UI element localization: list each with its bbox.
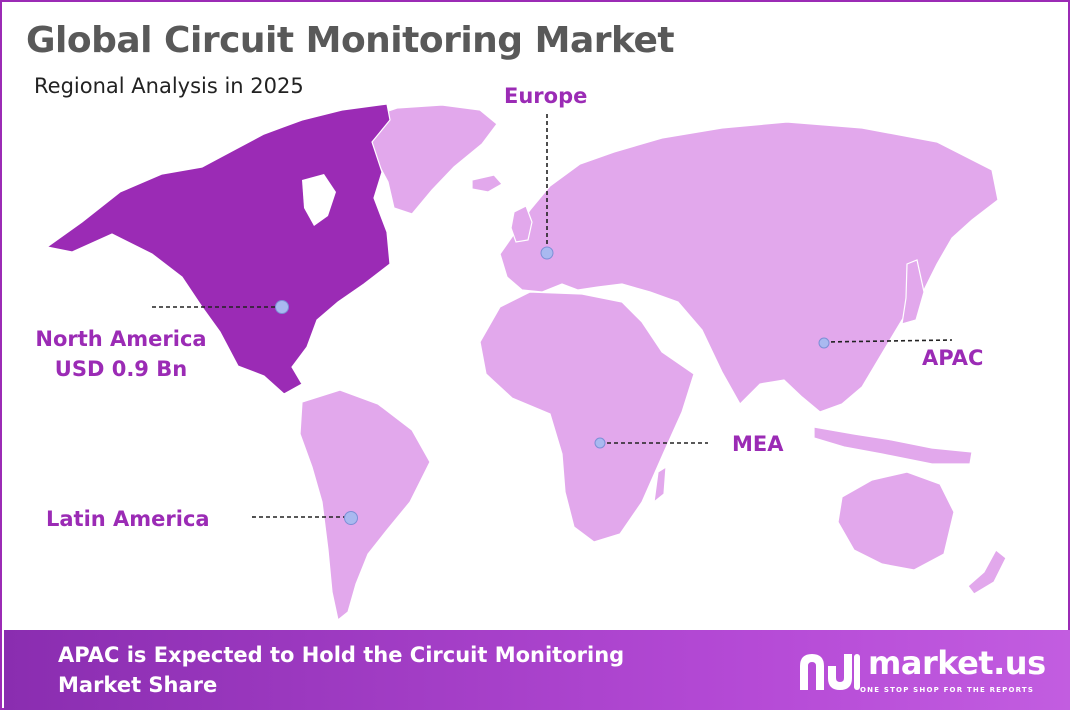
north-america-label: North America USD 0.9 Bn — [26, 324, 216, 384]
page-title: Global Circuit Monitoring Market — [26, 20, 675, 61]
africa-shape — [479, 291, 695, 543]
australia-shape — [837, 471, 955, 571]
north-america-marker — [275, 300, 289, 314]
latin-america-label: Latin America — [46, 507, 210, 531]
footer-text: APAC is Expected to Hold the Circuit Mon… — [58, 643, 625, 697]
apac-label: APAC — [922, 346, 984, 370]
indonesia-shape — [813, 426, 973, 465]
europe-label: Europe — [504, 84, 588, 108]
brand-tagline: ONE STOP SHOP FOR THE REPORTS — [860, 686, 1035, 694]
latin-america-marker — [344, 511, 358, 525]
greenland-shape — [361, 104, 498, 215]
new-zealand-shape — [967, 549, 1007, 595]
apac-leader — [823, 339, 953, 343]
apac-marker — [818, 337, 830, 349]
page-subtitle: Regional Analysis in 2025 — [34, 74, 304, 98]
north-america-shape — [45, 103, 391, 395]
mea-label: MEA — [732, 432, 784, 456]
north-america-name: North America — [35, 327, 207, 351]
japan-shape — [901, 259, 925, 325]
iceland-shape — [471, 174, 503, 193]
uk-shape — [510, 205, 533, 243]
footer-banner: APAC is Expected to Hold the Circuit Mon… — [4, 630, 1070, 710]
madagascar-shape — [653, 465, 667, 504]
north-america-value: USD 0.9 Bn — [54, 357, 188, 381]
south-america-shape — [299, 389, 431, 622]
eurasia-shape — [499, 121, 999, 413]
brand-block: market.us ONE STOP SHOP FOR THE REPORTS — [794, 644, 1054, 702]
hudson-bay-shape — [302, 174, 336, 226]
mea-marker — [594, 437, 606, 449]
brand-name: market.us — [868, 644, 1046, 682]
europe-marker — [540, 246, 554, 260]
market-us-logo-icon — [800, 654, 860, 690]
